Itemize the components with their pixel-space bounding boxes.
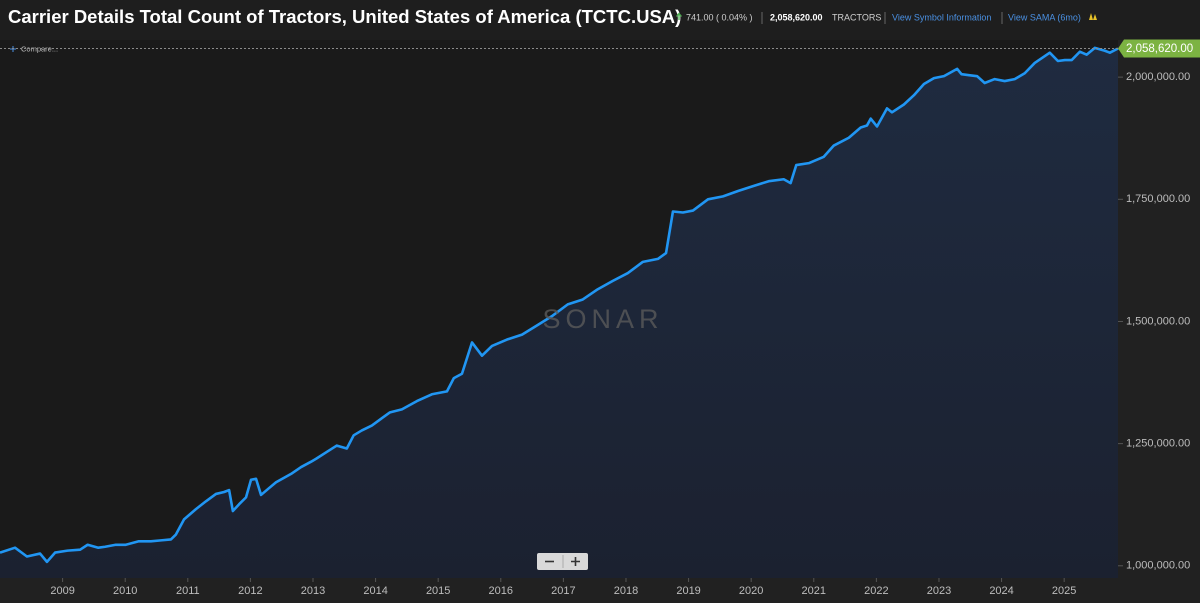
x-tick-label: 2016 xyxy=(489,585,513,597)
last-value-label: 2,058,620.00 xyxy=(1126,43,1193,55)
x-tick-label: 2012 xyxy=(238,585,262,597)
x-tick-label: 2011 xyxy=(176,585,200,597)
y-tick-label: 1,750,000.00 xyxy=(1126,193,1190,205)
x-tick-label: 2017 xyxy=(551,585,575,597)
last-price: 2,058,620.00 xyxy=(770,12,823,22)
x-tick-label: 2020 xyxy=(739,585,763,597)
last-value-tag xyxy=(1118,39,1200,58)
sama-icon xyxy=(1089,13,1097,20)
up-arrow xyxy=(676,12,682,20)
y-tick-label: 1,250,000.00 xyxy=(1126,438,1190,450)
zoom-controls xyxy=(537,553,588,570)
line xyxy=(0,46,1119,564)
x-tick-label: 2021 xyxy=(802,585,826,597)
x-tick-label: 2023 xyxy=(927,585,951,597)
y-tick-label: 1,000,000.00 xyxy=(1126,560,1190,572)
watermark: SONAR xyxy=(542,304,663,334)
chart-title: Carrier Details Total Count of Tractors,… xyxy=(8,6,681,27)
sama-link[interactable]: View SAMA (6mo) xyxy=(1008,12,1081,22)
change: 741.00 ( 0.04% ) xyxy=(686,12,753,22)
x-tick-label: 2009 xyxy=(50,585,74,597)
x-tick-label: 2010 xyxy=(113,585,137,597)
y-tick-label: 2,000,000.00 xyxy=(1126,71,1190,83)
compare-button[interactable]: Compare... xyxy=(10,44,58,53)
compare-icon xyxy=(10,46,16,52)
zoom-in[interactable] xyxy=(571,557,580,566)
x-tick-label: 2024 xyxy=(989,585,1013,597)
x-tick-label: 2025 xyxy=(1052,585,1076,597)
x-tick-label: 2013 xyxy=(301,585,325,597)
x-tick-label: 2014 xyxy=(363,585,387,597)
y-tick-label: 1,500,000.00 xyxy=(1126,315,1190,327)
x-tick-label: 2018 xyxy=(614,585,638,597)
x-axis-panel xyxy=(0,578,1118,603)
x-tick-label: 2022 xyxy=(864,585,888,597)
unit: TRACTORS xyxy=(832,12,881,22)
x-tick-label: 2019 xyxy=(676,585,700,597)
compare-label: Compare... xyxy=(21,44,58,53)
x-tick-label: 2015 xyxy=(426,585,450,597)
area xyxy=(0,47,1118,578)
plot xyxy=(0,46,1119,578)
y-axis-panel xyxy=(1118,40,1200,603)
symbol-link[interactable]: View Symbol Information xyxy=(892,12,991,22)
